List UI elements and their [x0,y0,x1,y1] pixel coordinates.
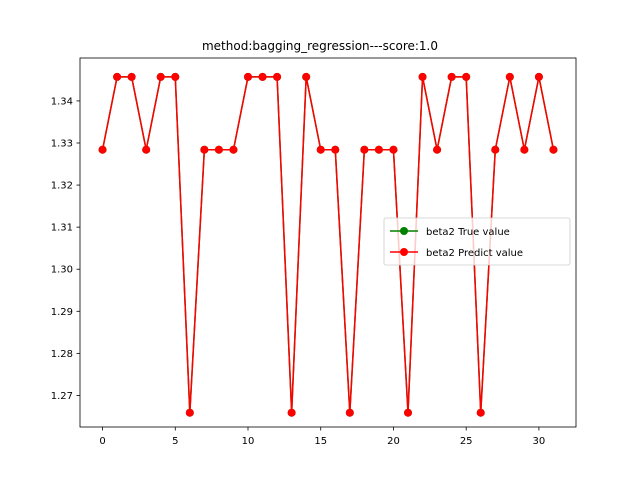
data-point [316,145,325,154]
x-tick-label: 10 [242,436,255,447]
x-tick-label: 0 [99,436,105,447]
data-point [244,72,252,81]
data-point [505,72,514,81]
legend-label: beta2 True value [426,227,510,238]
y-tick-label: 1.27 [51,391,73,402]
data-point [331,145,340,154]
data-point [185,408,194,417]
y-tick-label: 1.33 [51,138,73,149]
axes-frame [79,57,577,428]
x-tick-label: 20 [387,436,400,447]
data-point [302,72,311,81]
data-point [156,72,165,81]
y-tick-label: 1.32 [51,181,73,192]
data-point [113,72,122,81]
data-point [447,72,456,81]
data-point [404,408,412,417]
y-tick-label: 1.31 [51,223,73,234]
data-point [273,72,282,81]
data-point [345,408,354,417]
data-point [534,72,543,81]
data-point [462,72,471,81]
data-point [258,72,267,81]
y-tick-label: 1.29 [51,307,73,318]
series-line [101,76,555,414]
data-point [389,145,398,154]
y-axis: 1.27 1.28 1.29 1.30 1.31 1.32 1.33 1.34 [51,96,80,402]
x-tick-label: 30 [533,436,546,447]
legend-marker [400,227,408,235]
data-point [360,145,369,154]
legend-label: beta2 Predict value [426,248,523,259]
series-layer [98,72,558,417]
data-point [374,145,383,154]
x-tick-label: 25 [460,436,473,447]
data-point [98,145,107,154]
series-predict-value [98,72,558,417]
y-tick-label: 1.28 [51,349,73,360]
data-point [142,145,151,154]
y-tick-label: 1.34 [51,96,73,107]
data-point [200,145,209,154]
data-point [214,145,223,154]
y-tick-label: 1.30 [51,265,73,276]
data-point [520,145,529,154]
legend: beta2 True value beta2 Predict value [383,217,571,266]
data-point [127,72,136,81]
x-tick-label: 15 [314,436,327,447]
x-tick-label: 5 [172,436,178,447]
data-point [171,72,180,81]
data-point [491,145,500,154]
data-point [229,145,238,154]
chart-title: method:bagging_regression---score:1.0 [202,39,438,53]
data-point [287,408,296,417]
x-axis: 0 5 10 15 20 25 30 [99,427,545,447]
legend-marker [400,248,408,256]
data-point [476,408,485,417]
data-point [418,72,427,81]
data-point [433,145,442,154]
data-point [549,145,558,154]
legend-box [383,217,571,266]
